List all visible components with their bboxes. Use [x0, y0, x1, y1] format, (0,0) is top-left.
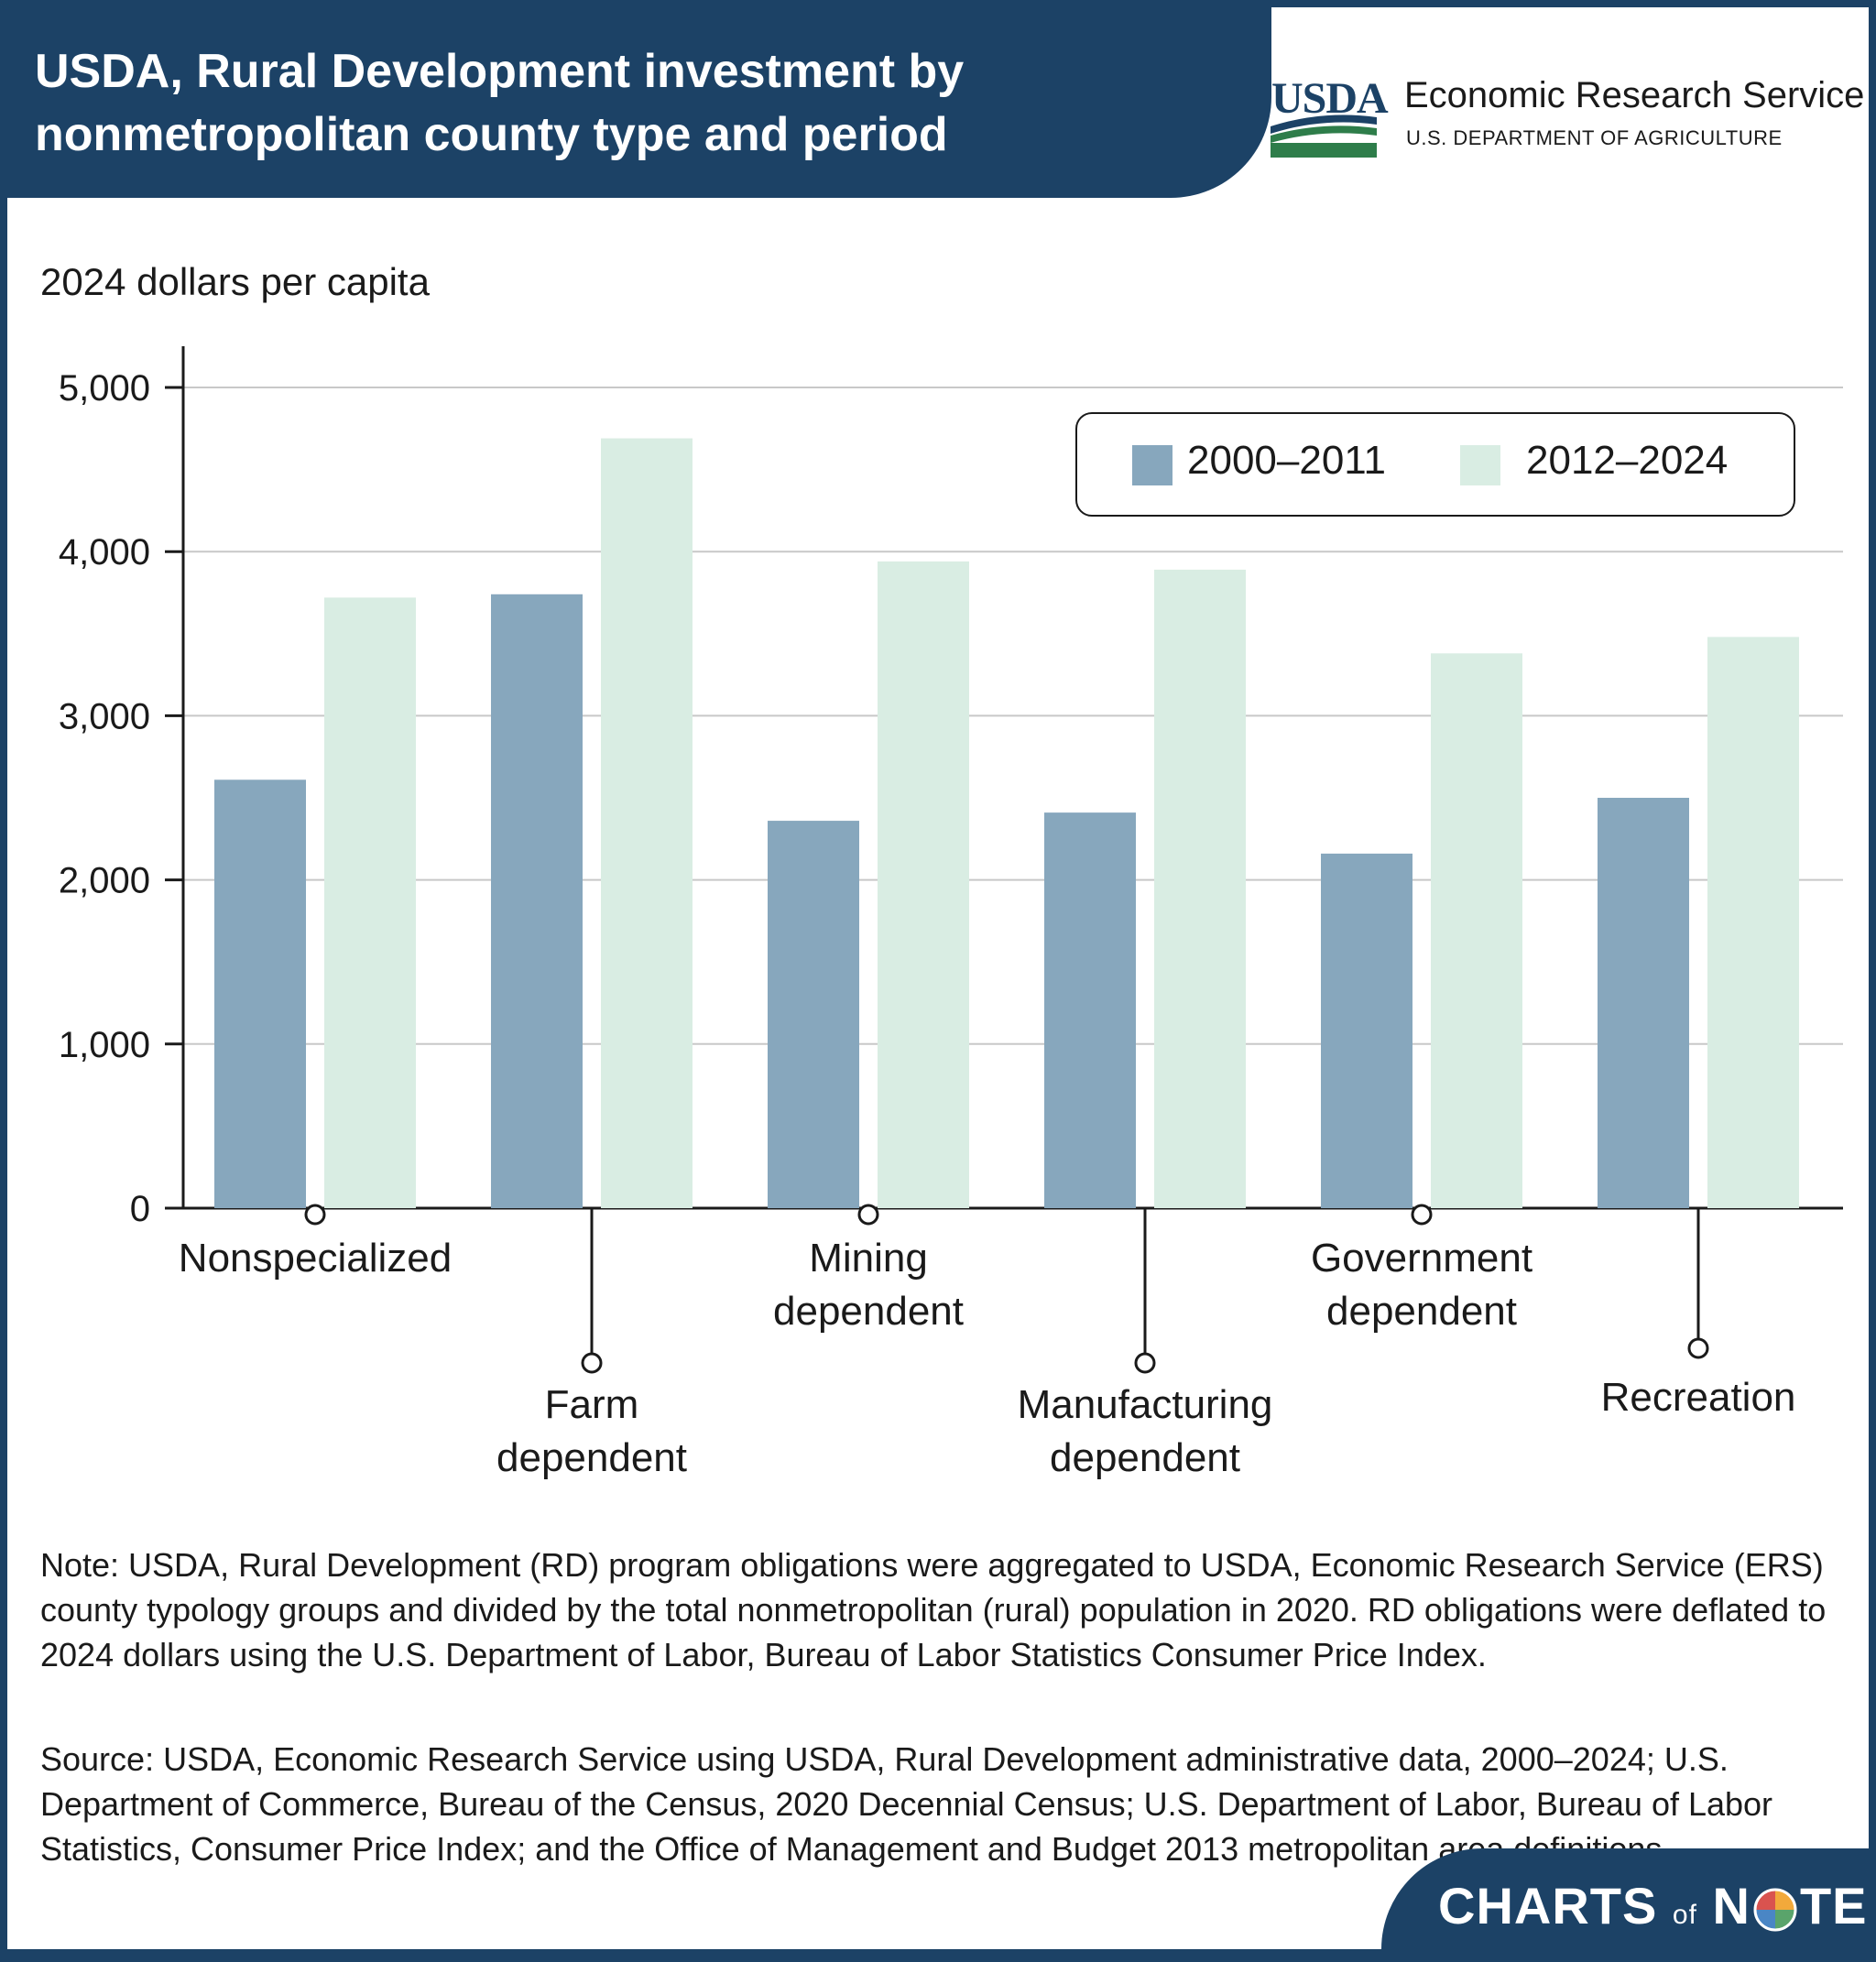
brand-charts: CHARTS: [1438, 1877, 1658, 1935]
legend-label-2012-2024: 2012–2024: [1526, 438, 1729, 483]
y-axis-label: 2024 dollars per capita: [40, 260, 430, 303]
bar-2000-2011: [768, 821, 859, 1208]
bar-2012-2024: [1431, 653, 1522, 1208]
bar-chart: 0 1,000 2,000 3,000 4,000 5,000 Nonspecialized…: [59, 346, 1843, 1480]
category-label: Mining: [809, 1236, 928, 1281]
category-label: Manufacturing: [1018, 1382, 1273, 1427]
pie-chart-icon: [1753, 1888, 1797, 1932]
usda-logo-text: USDA: [1271, 74, 1389, 123]
category-label: dependent: [1326, 1289, 1517, 1334]
category-label: Government: [1311, 1236, 1532, 1281]
brand-te: TE: [1799, 1877, 1868, 1935]
category-label: dependent: [773, 1289, 964, 1334]
chart-source: Source: USDA, Economic Research Service …: [40, 1740, 1773, 1868]
y-tick-label: 0: [130, 1189, 150, 1229]
legend-swatch-2000-2011: [1132, 445, 1172, 485]
category-leader-dot: [1411, 1204, 1433, 1226]
bar-2000-2011: [1321, 853, 1412, 1208]
chart-note: Note: USDA, Rural Development (RD) progr…: [40, 1546, 1827, 1673]
category-label: Recreation: [1601, 1375, 1796, 1420]
legend-swatch-2012-2024: [1460, 445, 1500, 485]
category-label: dependent: [496, 1435, 687, 1480]
charts-of-note-logo: CHARTS of N TE: [1438, 1876, 1868, 1935]
brand-n: N: [1712, 1877, 1751, 1935]
bar-2012-2024: [601, 438, 693, 1208]
bar-2012-2024: [324, 597, 416, 1208]
bar-2000-2011: [491, 594, 583, 1208]
legend: 2000–2011 2012–2024: [1075, 412, 1795, 517]
category-leader-dot: [304, 1204, 326, 1226]
chart-title: USDA, Rural Development investment by no…: [35, 45, 965, 161]
y-tick-label: 1,000: [59, 1025, 150, 1065]
usda-logo-icon: [1271, 114, 1377, 158]
y-tick-label: 5,000: [59, 368, 150, 409]
category-label: Farm: [545, 1382, 639, 1427]
category-leader-dot: [1134, 1352, 1156, 1374]
footer-line: [7, 1949, 1869, 1955]
ers-name: Economic Research Service: [1404, 75, 1865, 115]
legend-label-2000-2011: 2000–2011: [1187, 438, 1386, 483]
y-tick-label: 4,000: [59, 532, 150, 572]
bar-2012-2024: [878, 561, 969, 1208]
ers-department: U.S. DEPARTMENT OF AGRICULTURE: [1406, 126, 1783, 149]
category-label: Nonspecialized: [179, 1236, 452, 1281]
category-leader-dot: [581, 1352, 603, 1374]
y-tick-label: 3,000: [59, 696, 150, 736]
y-tick-label: 2,000: [59, 861, 150, 901]
bar-2012-2024: [1154, 569, 1246, 1208]
header-band: USDA, Rural Development investment by no…: [7, 7, 1271, 198]
category-label: dependent: [1050, 1435, 1240, 1480]
bar-2012-2024: [1707, 637, 1799, 1208]
bar-2000-2011: [1598, 798, 1689, 1208]
bar-2000-2011: [214, 779, 306, 1208]
brand-of: of: [1672, 1900, 1697, 1930]
category-leader-dot: [1687, 1337, 1709, 1359]
bar-2000-2011: [1044, 812, 1136, 1208]
category-leader-dot: [857, 1204, 879, 1226]
